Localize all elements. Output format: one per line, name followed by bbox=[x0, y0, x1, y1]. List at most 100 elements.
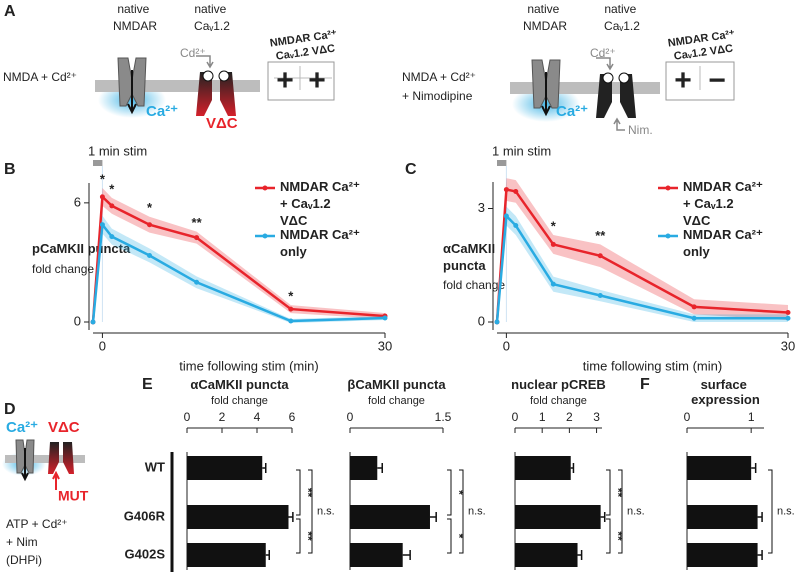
x-axis-label: time following stim (min) bbox=[179, 358, 318, 373]
legend-label: NMDAR Ca²⁺ only bbox=[280, 227, 363, 259]
panel-label: B bbox=[4, 161, 16, 178]
bar bbox=[187, 505, 289, 529]
point bbox=[513, 223, 519, 229]
significance: * bbox=[288, 289, 294, 304]
charge bbox=[618, 72, 630, 84]
point bbox=[513, 188, 519, 194]
x-tick-label: 30 bbox=[781, 338, 795, 353]
y-axis-label: αCaMKII puncta bbox=[443, 241, 499, 273]
charge bbox=[602, 72, 614, 84]
panel-label: C bbox=[405, 161, 417, 178]
point bbox=[550, 241, 556, 247]
bar bbox=[187, 543, 266, 567]
x-tick-label: 0 bbox=[347, 410, 354, 424]
point bbox=[147, 222, 153, 228]
comparison-bracket bbox=[768, 469, 773, 554]
readout-effect: − bbox=[708, 64, 726, 97]
comparison-bracket bbox=[308, 469, 313, 554]
diagram-a-right bbox=[510, 57, 735, 131]
point bbox=[550, 281, 556, 287]
legend-label: NMDAR Ca²⁺ only bbox=[683, 227, 766, 259]
error-bar bbox=[377, 463, 383, 473]
bar bbox=[515, 543, 578, 567]
error-bar bbox=[265, 550, 270, 560]
legend-dot bbox=[665, 185, 671, 191]
stim-label: 1 min stim bbox=[492, 143, 551, 158]
y-axis-sublabel: fold change bbox=[443, 278, 505, 292]
point bbox=[503, 213, 509, 219]
bar bbox=[187, 456, 263, 480]
significance: ** bbox=[301, 488, 315, 498]
panel-label: E bbox=[142, 376, 153, 393]
comparison-bracket bbox=[606, 469, 611, 516]
y-tick-label: 0 bbox=[478, 313, 485, 328]
chart-title: nuclear pCREB bbox=[511, 377, 606, 392]
comparison-bracket bbox=[606, 518, 611, 554]
ion-label: Ca²⁺ bbox=[146, 103, 178, 120]
significance: * bbox=[109, 181, 115, 196]
bar bbox=[350, 456, 378, 480]
x-tick-label: 0 bbox=[99, 338, 106, 353]
error-bar bbox=[288, 512, 294, 522]
channel-label: native Caᵥ1.2 bbox=[194, 2, 230, 33]
x-axis-label: time following stim (min) bbox=[583, 358, 722, 373]
readout-effect: + bbox=[674, 64, 692, 97]
diagram-a-left bbox=[95, 55, 335, 118]
signal-label: VΔC bbox=[206, 115, 238, 132]
bar bbox=[515, 456, 571, 480]
error-bar bbox=[577, 550, 583, 560]
significance: ** bbox=[611, 531, 625, 541]
charge bbox=[202, 70, 214, 82]
point bbox=[785, 310, 791, 316]
diagram-d bbox=[2, 439, 85, 490]
x-tick-label: 0 bbox=[503, 338, 510, 353]
bar bbox=[687, 543, 758, 567]
legend-dot bbox=[262, 185, 268, 191]
bar bbox=[687, 505, 758, 529]
panel-label: D bbox=[4, 401, 16, 418]
point bbox=[691, 304, 697, 310]
readout-box bbox=[665, 61, 735, 101]
mutation-arrow bbox=[52, 470, 60, 490]
point bbox=[109, 234, 115, 240]
ion-arrow bbox=[541, 72, 551, 117]
x-tick-label: 0 bbox=[684, 410, 691, 424]
x-tick-label: 1 bbox=[748, 410, 755, 424]
chart-title: αCaMKII puncta bbox=[190, 377, 289, 392]
cav-channel bbox=[48, 442, 74, 474]
significance: * bbox=[551, 218, 557, 233]
comparison-bracket bbox=[459, 469, 464, 554]
stim-bar bbox=[93, 160, 103, 166]
stim-bar bbox=[497, 160, 507, 166]
ion-label: Ca²⁺ bbox=[6, 419, 38, 436]
significance: * bbox=[100, 171, 106, 186]
significance: n.s. bbox=[468, 505, 486, 517]
comparison-bracket bbox=[296, 469, 301, 516]
x-tick-label: 0 bbox=[184, 410, 191, 424]
significance: ** bbox=[301, 531, 315, 541]
legend-dot bbox=[262, 233, 268, 239]
stim-label: 1 min stim bbox=[88, 143, 147, 158]
error-bar bbox=[757, 512, 763, 522]
error-bar bbox=[751, 463, 757, 473]
point bbox=[90, 319, 96, 325]
significance: * bbox=[452, 490, 466, 495]
point bbox=[109, 203, 115, 209]
blocker-arrow bbox=[196, 55, 214, 69]
error-bar bbox=[429, 512, 437, 522]
error-band bbox=[497, 206, 788, 322]
bar bbox=[350, 505, 430, 529]
point bbox=[147, 252, 153, 258]
x-tick-label: 3 bbox=[593, 410, 600, 424]
y-tick-label: 0 bbox=[74, 313, 81, 328]
readout-box bbox=[267, 61, 335, 101]
error-bar bbox=[402, 550, 411, 560]
chart-title: βCaMKII puncta bbox=[347, 377, 446, 392]
error-band bbox=[497, 178, 788, 322]
significance: ** bbox=[595, 228, 606, 243]
y-tick-label: 6 bbox=[74, 194, 81, 209]
ion-arrow bbox=[21, 448, 29, 482]
panel-label: F bbox=[640, 376, 650, 393]
chart-subtitle: fold change bbox=[530, 395, 587, 407]
bar bbox=[350, 543, 403, 567]
